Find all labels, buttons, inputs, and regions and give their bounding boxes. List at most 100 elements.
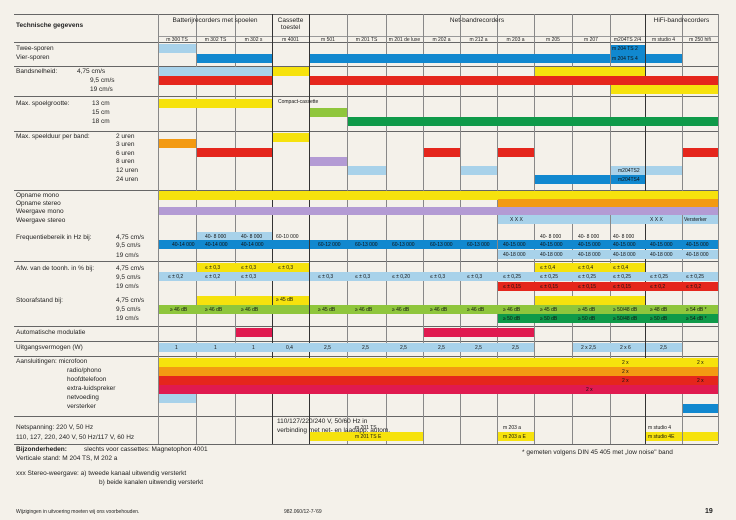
model-header: m 212 a — [469, 37, 488, 43]
cell-value: 2,5 — [324, 345, 331, 351]
model-header: m 203 a — [506, 37, 525, 43]
cell-value: ≤ ± 0,25 — [578, 274, 596, 280]
row-label: 18 cm — [92, 118, 110, 125]
column-divider — [460, 14, 461, 444]
cell-value: 60-10 000 — [276, 234, 299, 240]
footnote: Verticale stand: M 204 TS, M 202 a — [16, 455, 118, 462]
footnote: * gemeten volgens DIN 45 405 met „low no… — [522, 449, 673, 456]
cell-value: ≤ ± 0,3 — [205, 265, 221, 271]
cell-value: ≥ 50/48 dB — [613, 316, 638, 322]
spec-bar — [498, 282, 718, 291]
footer-text: Wijzigingen in uitvoering moeten wij ons… — [16, 509, 140, 515]
spec-bar — [611, 215, 682, 224]
spec-bar — [273, 67, 309, 76]
row-label: Technische gegevens — [16, 22, 84, 29]
footnote: Bijzonderheden: — [16, 446, 67, 453]
spec-bar — [236, 328, 272, 337]
cell-value: 40-18 000 — [686, 252, 709, 258]
row-divider — [14, 444, 718, 445]
group-header: Net-bandrecorders — [449, 17, 505, 24]
row-divider — [14, 326, 718, 327]
footer-text: 19 — [705, 508, 713, 515]
spec-bar — [159, 385, 718, 394]
row-label: hoofdtelefoon — [67, 376, 107, 383]
cell-value: ≤ ± 0,4 — [540, 265, 556, 271]
model-header: m 250 hifi — [689, 37, 711, 43]
cell-value: m 204 TS 2 — [612, 46, 638, 52]
spec-bar — [273, 133, 309, 142]
row-label: Max. speelduur per band: — [16, 133, 90, 140]
row-label: Stoorafstand bij: — [16, 297, 63, 304]
cell-value: X X X — [510, 217, 523, 223]
netspanning-note: 110/127/220/240 V, 50/60 Hz in verbindin… — [277, 418, 391, 434]
cell-value: ≤ ± 0,25 — [540, 274, 558, 280]
row-label: 110, 127, 220, 240 V, 50 Hz/117 V, 60 Hz — [16, 434, 135, 441]
spec-bar — [348, 166, 386, 175]
column-divider — [235, 14, 236, 444]
spec-bar — [159, 76, 272, 85]
cell-value: ≥ 46 dB — [170, 307, 188, 313]
footnote: slechts voor cassettes: Magnetophon 4001 — [84, 446, 208, 453]
cell-value: m 203 a E — [503, 434, 526, 440]
row-label: Max. spoelgrootte: — [16, 100, 70, 107]
cell-value: 2 x — [697, 378, 704, 384]
model-header: m 300 TS — [166, 37, 188, 43]
spec-bar — [159, 207, 718, 215]
cell-value: 2,5 — [400, 345, 407, 351]
spec-bar — [159, 367, 718, 376]
cell-value: 60-13 000 — [430, 242, 453, 248]
cell-value: ≥ 45 dB — [318, 307, 336, 313]
spec-bar — [159, 191, 718, 200]
cell-value: m204TS4 — [618, 177, 640, 183]
spec-bar — [159, 394, 196, 403]
cell-value: 40-15 000 — [613, 242, 636, 248]
cell-value: 40- 8 000 — [241, 234, 263, 240]
spec-bar — [197, 232, 272, 241]
cell-value: ≤ ± 0,20 — [392, 274, 410, 280]
cell-value: ≥ 50 dB — [578, 316, 596, 322]
cell-value: ≤ ± 0,3 — [241, 274, 257, 280]
cell-value: ≥ 50/48 dB — [613, 307, 638, 313]
spec-bar — [159, 343, 534, 352]
cell-value: 2,5 — [475, 345, 482, 351]
row-label: Uitgangsvermogen (W) — [16, 344, 83, 351]
cell-value: m 201 TS E — [355, 434, 382, 440]
cell-value: ≥ 45 dB — [276, 297, 294, 303]
cell-value: ≥ 46 dB — [503, 307, 521, 313]
row-label: 13 cm — [92, 100, 110, 107]
cell-value: ≤ ± 0,3 — [430, 274, 446, 280]
model-header: m 302 TS — [204, 37, 227, 43]
row-label: 6 uren — [116, 150, 135, 157]
spec-bar — [197, 148, 272, 157]
spec-bar — [310, 54, 610, 63]
model-header: m 202 a — [432, 37, 451, 43]
cell-value: 60-13 000 — [467, 242, 490, 248]
cell-value: ≥ 54 dB * — [686, 307, 707, 313]
row-label: extra-luidspreker — [67, 385, 116, 392]
cell-value: ≥ 50 dB — [540, 316, 558, 322]
cell-value: ≤ ± 0,2 — [686, 284, 702, 290]
spec-bar — [498, 250, 718, 259]
spec-bar — [611, 85, 718, 94]
cell-value: ≥ 50 dB — [650, 316, 668, 322]
spec-bar — [159, 272, 309, 281]
cell-value: ≤ ± 0,3 — [318, 274, 334, 280]
spec-bar — [159, 67, 272, 76]
cell-value: 40-18 000 — [578, 252, 601, 258]
cell-value: ≤ ± 0,2 — [650, 284, 666, 290]
model-header: m 501 — [321, 37, 335, 43]
row-divider — [14, 96, 718, 97]
row-label: Weergave stereo — [16, 217, 66, 224]
model-header: m studio 4 — [651, 37, 676, 43]
spec-bar — [646, 166, 682, 175]
spec-bar — [611, 166, 645, 175]
model-header: m 302 s — [244, 37, 263, 43]
cell-value: 60-13 000 — [355, 242, 378, 248]
spec-bar — [535, 67, 645, 76]
cell-value: 40-18 000 — [503, 252, 526, 258]
spec-bar — [159, 358, 718, 367]
cell-value: 40-14 000 — [241, 242, 264, 248]
cell-value: 0,4 — [286, 345, 293, 351]
cell-value: 40-15 000 — [578, 242, 601, 248]
